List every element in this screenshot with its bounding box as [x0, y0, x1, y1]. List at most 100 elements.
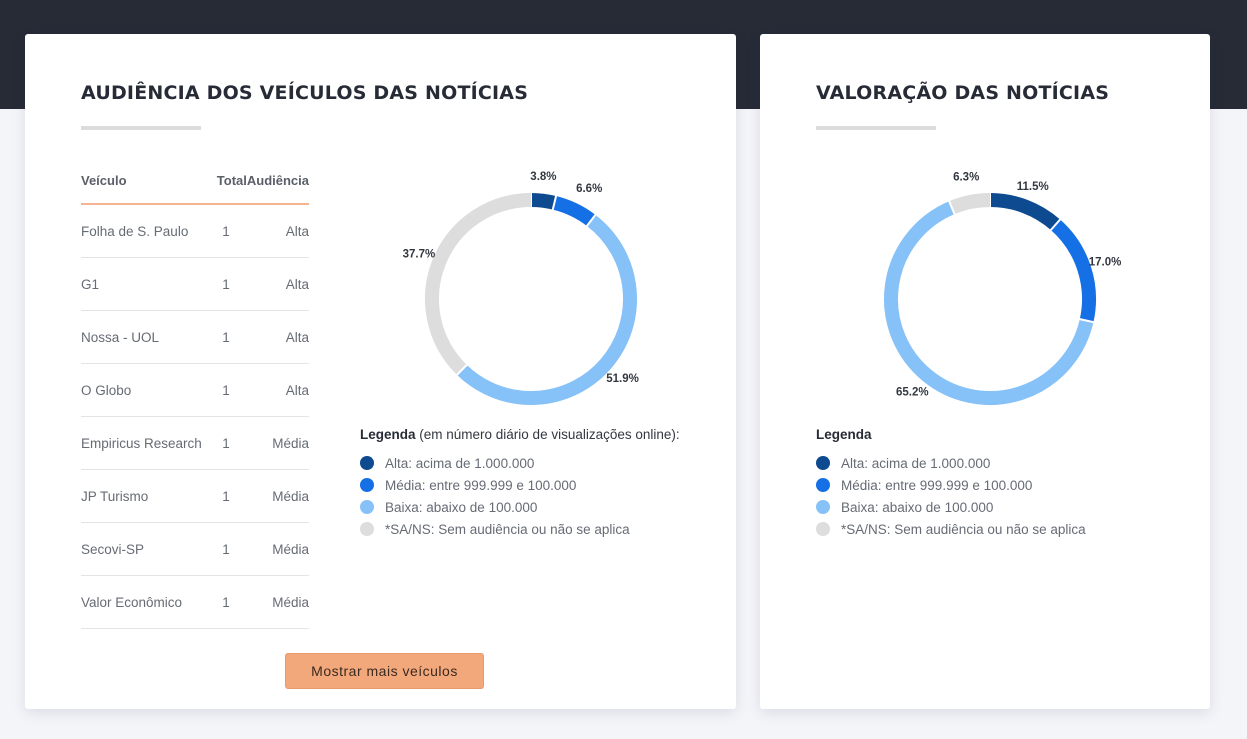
- legend-title-strong: Legenda: [360, 427, 416, 442]
- valuation-legend: Legenda Alta: acima de 1.000.000 Média: …: [816, 427, 1086, 540]
- vehicle-name: Empiricus Research: [81, 435, 202, 451]
- legend-label: Média: entre 999.999 e 100.000: [385, 477, 577, 493]
- donut-svg: 3.8% 6.6% 51.9% 37.7%: [403, 171, 639, 405]
- audience-legend: Legenda (em número diário de visualizaçõ…: [360, 427, 680, 540]
- title-underline: [816, 126, 936, 130]
- legend-dot-media: [360, 478, 374, 492]
- header-audience: Audiência: [246, 173, 309, 188]
- table-row: Secovi-SP 1 Média: [81, 523, 309, 576]
- vehicle-name: JP Turismo: [81, 488, 149, 504]
- vehicle-total: 1: [222, 329, 230, 345]
- vehicle-total: 1: [222, 276, 230, 292]
- legend-dot-baixa: [360, 500, 374, 514]
- header-vehicle: Veículo: [81, 173, 127, 188]
- vehicle-audience: Média: [272, 488, 309, 504]
- donut-pct-label: 11.5%: [1017, 181, 1049, 193]
- legend-dot-alta: [816, 456, 830, 470]
- vehicle-name: Folha de S. Paulo: [81, 223, 189, 239]
- donut-pct-label: 65.2%: [896, 387, 929, 399]
- table-row: Folha de S. Paulo 1 Alta: [81, 205, 309, 258]
- vehicle-audience: Alta: [285, 382, 309, 398]
- donut-separator: [455, 363, 469, 377]
- donut-slice-baixa: [457, 214, 637, 405]
- donut-slice-sans: [949, 193, 991, 215]
- table-row: Valor Econômico 1 Média: [81, 576, 309, 629]
- legend-label: Alta: acima de 1.000.000: [385, 455, 535, 471]
- audience-donut-chart: 3.8% 6.6% 51.9% 37.7%: [386, 158, 676, 418]
- legend-dot-sans: [816, 522, 830, 536]
- donut-separator: [1078, 317, 1095, 324]
- legend-item-sans: *SA/NS: Sem audiência ou não se aplica: [360, 518, 680, 540]
- vehicle-audience: Média: [272, 541, 309, 557]
- vehicle-total: 1: [222, 382, 230, 398]
- legend-dot-sans: [360, 522, 374, 536]
- donut-separator: [551, 194, 558, 211]
- table-row: Empiricus Research 1 Média: [81, 417, 309, 470]
- legend-dot-alta: [360, 456, 374, 470]
- legend-dot-baixa: [816, 500, 830, 514]
- show-more-vehicles-button[interactable]: Mostrar mais veículos: [285, 653, 484, 689]
- vehicle-total: 1: [222, 435, 230, 451]
- table-row: JP Turismo 1 Média: [81, 470, 309, 523]
- legend-item-media: Média: entre 999.999 e 100.000: [816, 474, 1086, 496]
- legend-subtitle: (em número diário de visualizações onlin…: [415, 427, 680, 442]
- vehicle-audience: Alta: [285, 223, 309, 239]
- title-underline: [81, 126, 201, 130]
- valuation-card: VALORAÇÃO DAS NOTÍCIAS 11.5% 17.0% 65.2% 6.…: [760, 34, 1210, 709]
- donut-slice-sans: [425, 193, 532, 375]
- donut-slice-alta: [989, 193, 1061, 231]
- table-header: Veículo Total Audiência: [81, 158, 309, 205]
- donut-separator: [947, 199, 956, 216]
- vehicle-audience: Média: [272, 594, 309, 610]
- header-total: Total: [216, 173, 247, 188]
- legend-dot-media: [816, 478, 830, 492]
- legend-label: *SA/NS: Sem audiência ou não se aplica: [385, 521, 630, 537]
- legend-label: Baixa: abaixo de 100.000: [385, 499, 538, 515]
- valuation-card-title: VALORAÇÃO DAS NOTÍCIAS: [816, 82, 1110, 104]
- donut-pct-label: 6.6%: [576, 183, 602, 195]
- vehicle-total: 1: [222, 223, 230, 239]
- vehicle-name: O Globo: [81, 382, 132, 398]
- vehicle-total: 1: [222, 594, 230, 610]
- donut-pct-label: 17.0%: [1089, 257, 1122, 269]
- legend-title: Legenda: [816, 427, 1086, 442]
- vehicle-audience: Média: [272, 435, 309, 451]
- vehicle-audience: Alta: [285, 329, 309, 345]
- donut-svg: 11.5% 17.0% 65.2% 6.3%: [884, 171, 1122, 405]
- legend-item-media: Média: entre 999.999 e 100.000: [360, 474, 680, 496]
- table-row: G1 1 Alta: [81, 258, 309, 311]
- legend-label: Alta: acima de 1.000.000: [841, 455, 991, 471]
- legend-item-alta: Alta: acima de 1.000.000: [360, 452, 680, 474]
- legend-item-baixa: Baixa: abaixo de 100.000: [816, 496, 1086, 518]
- vehicle-name: G1: [81, 276, 100, 292]
- table-row: Nossa - UOL 1 Alta: [81, 311, 309, 364]
- audience-card-title: AUDIÊNCIA DOS VEÍCULOS DAS NOTÍCIAS: [81, 82, 529, 104]
- donut-pct-label: 3.8%: [530, 171, 556, 183]
- legend-title: Legenda (em número diário de visualizaçõ…: [360, 427, 680, 442]
- table-body: Folha de S. Paulo 1 Alta G1 1 Alta Nossa - UOL…: [81, 205, 309, 629]
- donut-separator: [1049, 218, 1062, 232]
- legend-item-alta: Alta: acima de 1.000.000: [816, 452, 1086, 474]
- donut-slice-baixa: [884, 201, 1094, 405]
- vehicle-total: 1: [222, 488, 230, 504]
- donut-slice-alta: [530, 193, 557, 210]
- donut-pct-label: 6.3%: [953, 171, 979, 183]
- legend-title-strong: Legenda: [816, 427, 872, 442]
- donut-slice-mdia: [1050, 219, 1096, 323]
- vehicles-table: Veículo Total Audiência Folha de S. Paul…: [81, 158, 309, 629]
- donut-pct-label: 51.9%: [606, 373, 639, 385]
- legend-item-sans: *SA/NS: Sem audiência ou não se aplica: [816, 518, 1086, 540]
- vehicle-name: Secovi-SP: [81, 541, 145, 557]
- vehicle-audience: Alta: [285, 276, 309, 292]
- donut-pct-label: 37.7%: [403, 248, 436, 260]
- legend-item-baixa: Baixa: abaixo de 100.000: [360, 496, 680, 518]
- legend-label: *SA/NS: Sem audiência ou não se aplica: [841, 521, 1086, 537]
- audience-card: AUDIÊNCIA DOS VEÍCULOS DAS NOTÍCIAS Veíc…: [25, 34, 736, 709]
- vehicle-total: 1: [222, 541, 230, 557]
- donut-separator: [585, 213, 597, 228]
- legend-label: Baixa: abaixo de 100.000: [841, 499, 994, 515]
- vehicle-name: Valor Econômico: [81, 594, 183, 610]
- vehicle-name: Nossa - UOL: [81, 329, 160, 345]
- legend-label: Média: entre 999.999 e 100.000: [841, 477, 1033, 493]
- table-row: O Globo 1 Alta: [81, 364, 309, 417]
